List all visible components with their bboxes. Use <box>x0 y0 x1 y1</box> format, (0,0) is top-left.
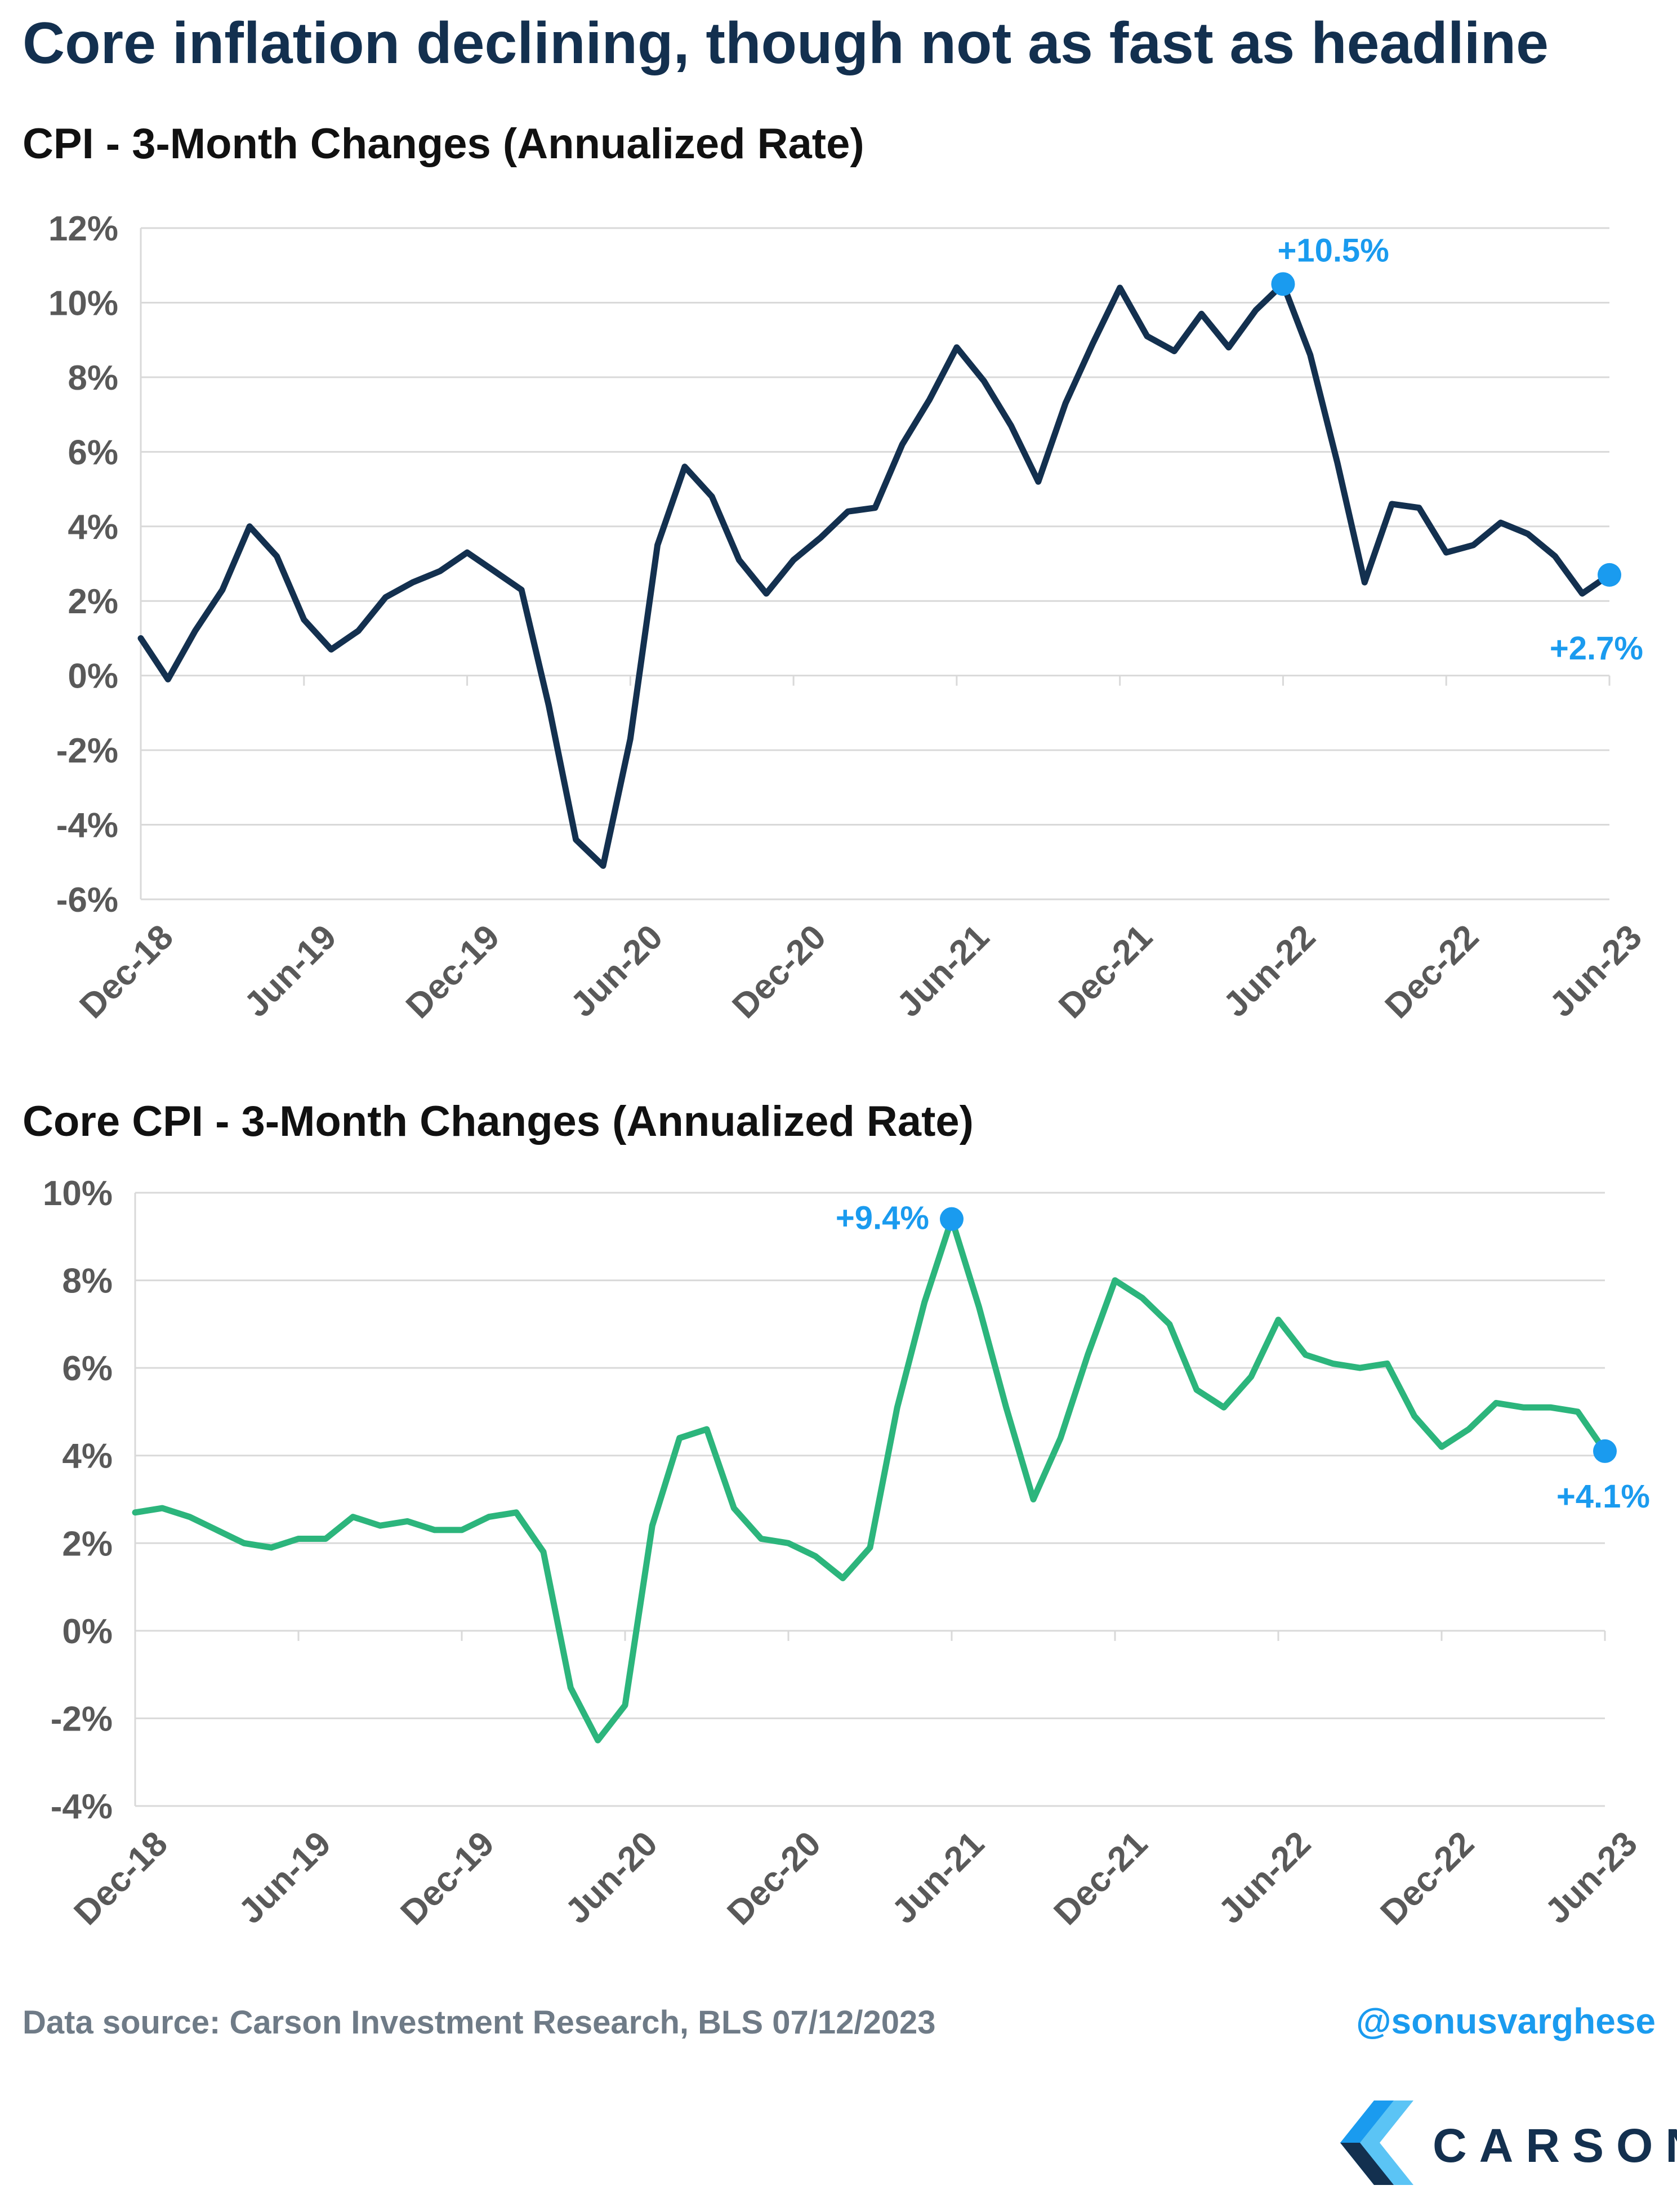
cpi-annotation-label: +10.5% <box>1277 232 1389 269</box>
cpi-y-tick-label: 6% <box>68 433 118 472</box>
core-x-tick-label: Dec-21 <box>1046 1824 1155 1933</box>
core-x-tick-label: Dec-18 <box>66 1824 175 1933</box>
cpi-y-tick-label: 0% <box>68 657 118 696</box>
carson-logo-icon <box>1340 2100 1413 2185</box>
author-handle: @sonusvarghese <box>1356 2001 1656 2041</box>
cpi-y-tick-label: 2% <box>68 582 118 621</box>
cpi-y-tick-label: -4% <box>56 806 118 845</box>
core-y-tick-label: 2% <box>62 1524 113 1563</box>
cpi-y-tick-label: 8% <box>68 359 118 398</box>
core-y-tick-label: 10% <box>43 1174 113 1213</box>
core-annotation-label: +9.4% <box>836 1200 929 1237</box>
core-x-tick-label: Dec-22 <box>1373 1824 1482 1933</box>
data-source-note: Data source: Carson Investment Research,… <box>23 2004 936 2041</box>
core-cpi-chart-title: Core CPI - 3-Month Changes (Annualized R… <box>23 1098 974 1145</box>
cpi-y-tick-label: 4% <box>68 508 118 547</box>
carson-brand-name: CARSON <box>1433 2119 1677 2172</box>
core-y-tick-label: 8% <box>62 1262 113 1301</box>
core-y-tick-label: 6% <box>62 1349 113 1388</box>
cpi-y-tick-label: 12% <box>48 209 118 248</box>
core-x-tick-label: Jun-21 <box>885 1824 992 1931</box>
cpi-line-chart: -6%-4%-2%0%2%4%6%8%10%12%Dec-18 Jun-19 Dec… <box>48 209 1649 1026</box>
cpi-y-tick-label: -2% <box>56 732 118 770</box>
core-annotation-label: +4.1% <box>1556 1478 1650 1515</box>
cpi-chart-title: CPI - 3-Month Changes (Annualized Rate) <box>23 120 864 168</box>
core-cpi-line-chart: -4% -2% 0% 2% 4% 6% 8% 10% Dec-18 Jun-19 Dec-19 Jun… <box>43 1174 1650 1933</box>
core-x-tick-label: Jun-19 <box>231 1824 338 1931</box>
core-x-tick-label: Dec-20 <box>720 1824 828 1933</box>
core-x-tick-label: Jun-20 <box>558 1824 665 1931</box>
core-y-tick-label: 4% <box>62 1437 113 1476</box>
core-x-tick-label: Dec-19 <box>393 1824 502 1933</box>
core-series-line <box>132 1216 1608 1743</box>
cpi-y-tick-label: -6% <box>56 881 118 920</box>
core-x-tick-label: Jun-23 <box>1538 1824 1645 1931</box>
chart-main-title: Core inflation declining, though not as … <box>23 11 1549 76</box>
cpi-annotation-label: +2.7% <box>1550 630 1643 667</box>
core-y-tick-label: -2% <box>51 1700 113 1738</box>
core-y-tick-label: 0% <box>62 1612 113 1651</box>
cpi-highlight-point <box>1271 272 1295 296</box>
cpi-highlight-point <box>1598 563 1621 587</box>
core-y-tick-label: -4% <box>51 1787 113 1826</box>
carson-logo: CARSON <box>1340 2100 1677 2185</box>
core-highlight-point <box>940 1207 964 1231</box>
core-x-tick-label: Jun-22 <box>1211 1824 1318 1931</box>
cpi-y-tick-label: 10% <box>48 284 118 323</box>
core-highlight-point <box>1593 1439 1617 1463</box>
cpi-series-line <box>137 280 1613 869</box>
